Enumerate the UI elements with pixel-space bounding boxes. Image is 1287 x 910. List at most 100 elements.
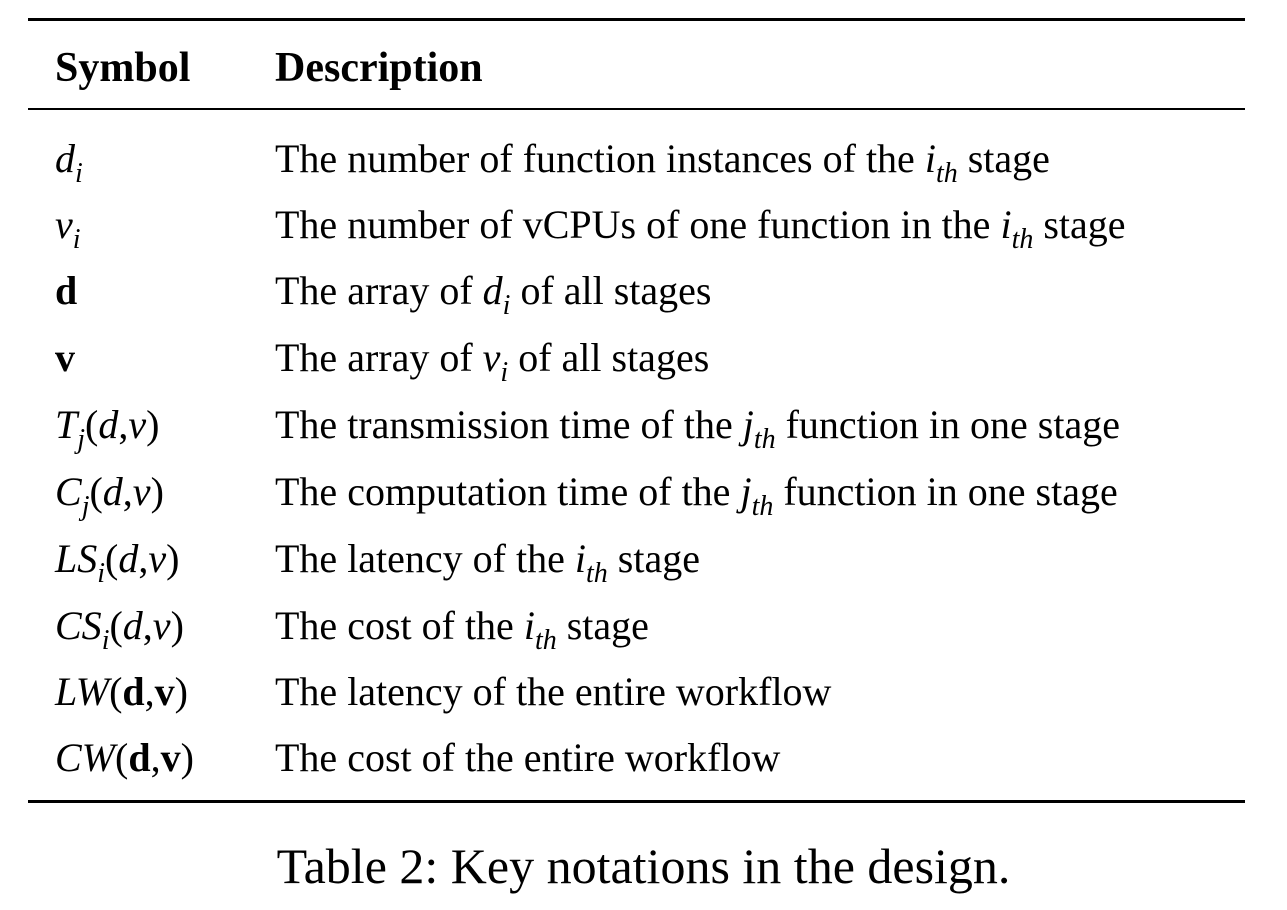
description-subscript: i	[500, 357, 509, 388]
description-variable: i	[574, 536, 586, 581]
description-text-end: of all stages	[510, 268, 712, 313]
description-text-end: stage	[607, 536, 700, 581]
symbol-base: d	[55, 136, 75, 181]
description-variable: i	[1000, 202, 1012, 247]
symbol-base: CW	[55, 735, 115, 780]
description-subscript: th	[753, 424, 776, 455]
symbol-comma: ,	[144, 669, 155, 714]
symbol-cell: vi	[55, 192, 81, 258]
symbol-open-paren: (	[89, 469, 103, 514]
table-row: vi The number of vCPUs of one function i…	[0, 192, 1287, 258]
description-subscript: i	[502, 290, 511, 321]
symbol-base: CS	[55, 603, 102, 648]
description-cell: The number of function instances of the …	[275, 126, 1050, 192]
description-text-end: function in one stage	[775, 402, 1120, 447]
description-variable: d	[482, 268, 503, 313]
description-cell: The cost of the entire workflow	[275, 725, 780, 791]
symbol-cell: LW(d,v)	[55, 659, 188, 725]
symbol-open-paren: (	[115, 735, 129, 780]
symbol-cell: v	[55, 325, 75, 391]
symbol-arg-2: v	[154, 669, 175, 714]
symbol-base: T	[55, 402, 78, 447]
symbol-open-paren: (	[105, 536, 119, 581]
symbol-base: v	[55, 335, 75, 380]
symbol-arg-2: v	[148, 536, 167, 581]
description-cell: The transmission time of the jth functio…	[275, 392, 1120, 458]
symbol-comma: ,	[142, 603, 153, 648]
symbol-arg-1: d	[118, 536, 139, 581]
symbol-base: C	[55, 469, 82, 514]
table-caption: Table 2: Key notations in the design.	[276, 838, 1011, 894]
symbol-comma: ,	[150, 735, 161, 780]
description-cell: The latency of the ith stage	[275, 526, 700, 592]
symbol-subscript: i	[97, 558, 106, 589]
symbol-cell: d	[55, 258, 77, 324]
symbol-arg-1: d	[128, 735, 151, 780]
header-description: Description	[275, 45, 483, 91]
description-text: The computation time of the	[275, 469, 741, 514]
symbol-cell: Cj(d,v)	[55, 459, 164, 525]
table-row: di The number of function instances of t…	[0, 126, 1287, 192]
description-subscript: th	[935, 158, 958, 189]
symbol-arg-2: v	[128, 402, 147, 447]
symbol-close-paren: )	[166, 536, 180, 581]
table-bottom-rule	[28, 800, 1245, 803]
symbol-base: LS	[55, 536, 98, 581]
symbol-open-paren: (	[109, 669, 123, 714]
symbol-cell: di	[55, 126, 83, 192]
symbol-subscript: i	[72, 224, 81, 255]
symbol-cell: CSi(d,v)	[55, 593, 184, 659]
symbol-close-paren: )	[180, 735, 194, 780]
symbol-cell: LSi(d,v)	[55, 526, 179, 592]
description-subscript: th	[1011, 224, 1034, 255]
description-text: The cost of the entire workflow	[275, 735, 781, 780]
table-row: Cj(d,v) The computation time of the jth …	[0, 459, 1287, 525]
symbol-subscript: i	[101, 625, 110, 656]
description-variable: i	[523, 603, 535, 648]
symbol-arg-2: v	[160, 735, 181, 780]
description-text: The latency of the entire workflow	[275, 669, 832, 714]
table-row: LW(d,v) The latency of the entire workfl…	[0, 659, 1287, 725]
symbol-arg-1: d	[98, 402, 119, 447]
symbol-base: v	[55, 202, 73, 247]
symbol-cell: CW(d,v)	[55, 725, 194, 791]
description-variable: i	[924, 136, 936, 181]
description-text: The array of	[275, 268, 483, 313]
symbol-arg-2: v	[152, 603, 171, 648]
description-cell: The number of vCPUs of one function in t…	[275, 192, 1126, 258]
description-text: The number of function instances of the	[275, 136, 925, 181]
table-row: v The array of vi of all stages	[0, 325, 1287, 391]
description-text-end: function in one stage	[773, 469, 1118, 514]
symbol-subscript: i	[75, 158, 83, 189]
symbol-comma: ,	[138, 536, 149, 581]
description-cell: The array of di of all stages	[275, 258, 712, 324]
symbol-subscript: j	[77, 424, 86, 455]
description-variable: j	[740, 469, 752, 514]
symbol-arg-1: d	[122, 603, 143, 648]
symbol-comma: ,	[122, 469, 133, 514]
description-text-end: stage	[1033, 202, 1126, 247]
description-subscript: th	[751, 491, 774, 522]
table-row: CW(d,v) The cost of the entire workflow	[0, 725, 1287, 791]
symbol-subscript: j	[81, 491, 90, 522]
description-text-end: of all stages	[508, 335, 710, 380]
symbol-close-paren: )	[146, 402, 160, 447]
symbol-base: LW	[55, 669, 110, 714]
symbol-comma: ,	[118, 402, 129, 447]
table-row: d The array of di of all stages	[0, 258, 1287, 324]
description-text-end: stage	[556, 603, 649, 648]
description-text: The array of	[275, 335, 483, 380]
description-variable: j	[742, 402, 754, 447]
description-text: The latency of the	[275, 536, 575, 581]
symbol-close-paren: )	[150, 469, 164, 514]
table-top-rule	[28, 18, 1245, 21]
symbol-arg-2: v	[132, 469, 151, 514]
symbol-base: d	[55, 268, 78, 313]
symbol-arg-1: d	[122, 669, 145, 714]
description-cell: The cost of the ith stage	[275, 593, 649, 659]
description-subscript: th	[534, 625, 557, 656]
description-cell: The latency of the entire workflow	[275, 659, 831, 725]
symbol-cell: Tj(d,v)	[55, 392, 159, 458]
symbol-close-paren: )	[174, 669, 188, 714]
description-cell: The array of vi of all stages	[275, 325, 709, 391]
